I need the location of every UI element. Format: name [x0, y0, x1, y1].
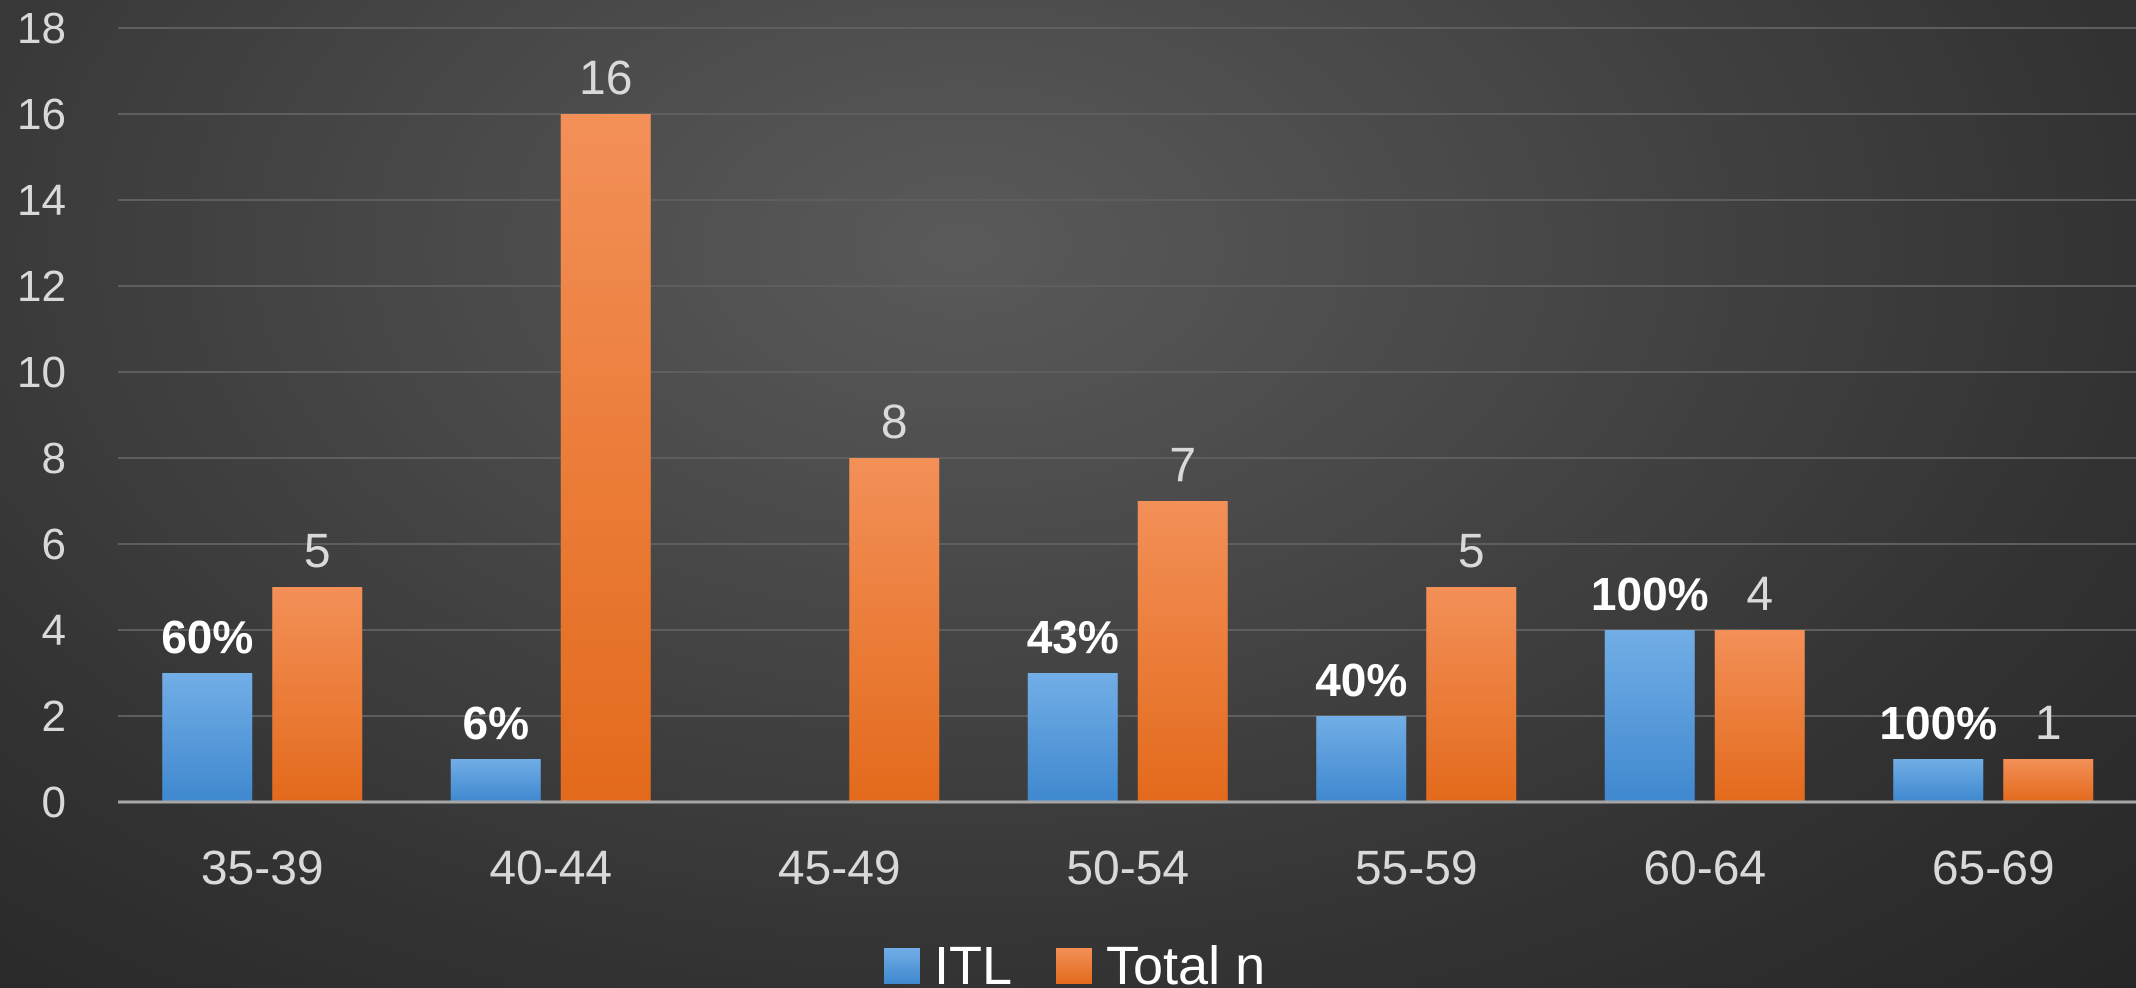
bar-total-n — [1714, 630, 1805, 802]
bar-itl — [1316, 716, 1407, 802]
x-axis-categories: 35-39 40-44 45-49 50-54 55-59 60-64 65-69 — [201, 842, 2055, 895]
y-tick-label: 10 — [17, 348, 66, 397]
bar-total-n — [1426, 587, 1517, 802]
bar-total-n — [1137, 501, 1228, 802]
x-category-label: 35-39 — [201, 842, 324, 895]
data-label-total-n: 4 — [1746, 568, 1773, 621]
data-label-itl: 60% — [161, 611, 253, 663]
legend-itl-label: ITL — [934, 936, 1012, 988]
y-tick-label: 8 — [42, 434, 66, 483]
x-category-label: 45-49 — [778, 842, 901, 895]
y-tick-label: 0 — [42, 778, 66, 827]
x-category-label: 40-44 — [489, 842, 612, 895]
data-label-total-n: 16 — [579, 52, 632, 105]
gridlines — [118, 27, 2136, 717]
data-label-itl: 100% — [1591, 568, 1709, 620]
legend-total-n-label: Total n — [1106, 936, 1265, 988]
data-label-total-n: 8 — [881, 396, 908, 449]
bar-itl — [162, 673, 253, 802]
y-tick-label: 4 — [42, 606, 66, 655]
bars — [162, 114, 2094, 802]
y-tick-label: 2 — [42, 692, 66, 741]
data-label-total-n: 5 — [1458, 525, 1485, 578]
y-tick-label: 14 — [17, 176, 66, 225]
bar-total-n — [272, 587, 363, 802]
x-category-label: 65-69 — [1932, 842, 2055, 895]
data-label-itl: 43% — [1027, 611, 1119, 663]
bar-itl — [450, 759, 541, 802]
bar-itl — [1893, 759, 1984, 802]
x-category-label: 50-54 — [1066, 842, 1189, 895]
x-category-label: 55-59 — [1355, 842, 1478, 895]
data-label-total-n: 1 — [2035, 697, 2062, 750]
legend-total-n-swatch — [1056, 948, 1092, 984]
bar-total-n — [849, 458, 940, 802]
y-tick-label: 16 — [17, 90, 66, 139]
x-category-label: 60-64 — [1643, 842, 1766, 895]
data-label-itl: 100% — [1879, 697, 1997, 749]
data-label-itl: 6% — [463, 697, 529, 749]
bar-total-n — [560, 114, 651, 802]
bar-itl — [1027, 673, 1118, 802]
y-tick-label: 18 — [17, 4, 66, 53]
y-axis-ticks: 0 2 4 6 8 10 12 14 16 18 — [17, 4, 66, 827]
legend-itl-swatch — [884, 948, 920, 984]
legend[interactable]: ITL Total n — [884, 936, 1265, 988]
data-label-total-n: 5 — [304, 525, 331, 578]
bar-total-n — [2003, 759, 2094, 802]
y-tick-label: 6 — [42, 520, 66, 569]
y-tick-label: 12 — [17, 262, 66, 311]
data-label-itl: 40% — [1315, 654, 1407, 706]
data-labels: 60% 5 6% 16 8 43% 7 40% 5 100% 4 100% 1 — [161, 52, 2061, 750]
data-label-total-n: 7 — [1169, 439, 1196, 492]
bar-itl — [1604, 630, 1695, 802]
